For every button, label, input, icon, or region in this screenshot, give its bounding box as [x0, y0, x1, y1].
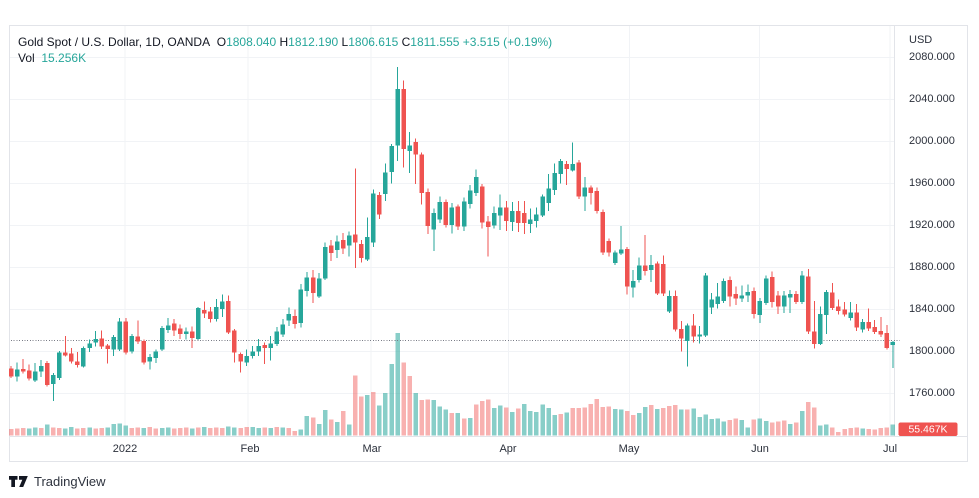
svg-text:55.467K: 55.467K: [908, 424, 947, 436]
